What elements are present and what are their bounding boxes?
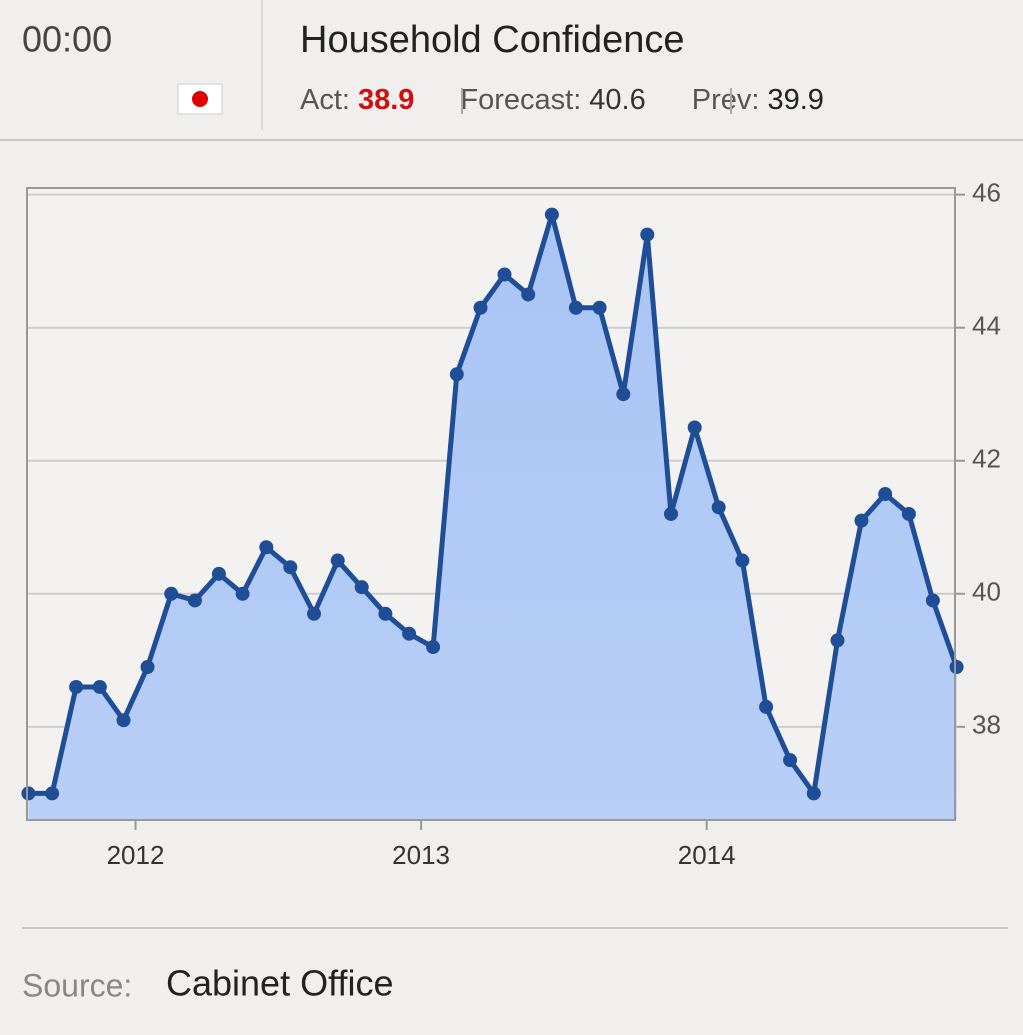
header-bg [0, 0, 1023, 140]
actual-label: Act: [300, 84, 350, 116]
y-tick-label: 44 [972, 311, 1001, 341]
title: Household Confidence [300, 19, 685, 61]
previous-label: Prev: [692, 84, 760, 116]
point [544, 207, 559, 222]
point [116, 713, 131, 728]
stats: Act: 38.9 Forecast: 40.6 Prev: 39.9 [300, 84, 824, 116]
x-tick-label: 2013 [392, 840, 450, 870]
point [663, 506, 678, 521]
point [568, 300, 583, 315]
point [307, 606, 322, 621]
point [735, 553, 750, 568]
actual: 38.9 [358, 84, 414, 116]
point [69, 679, 84, 694]
y-tick-label: 38 [972, 710, 1001, 740]
flag-dot [192, 91, 208, 107]
point [878, 487, 893, 502]
point [92, 679, 107, 694]
point [259, 540, 274, 555]
point [402, 626, 417, 641]
source: Cabinet Office [166, 963, 393, 1004]
point [21, 786, 36, 801]
point [140, 659, 155, 674]
point [521, 287, 536, 302]
point [759, 699, 774, 714]
y-tick-label: 46 [972, 178, 1001, 208]
point [592, 300, 607, 315]
point [497, 267, 512, 282]
point [378, 606, 393, 621]
plot-border [26, 187, 956, 821]
line [28, 212, 959, 796]
point [806, 786, 821, 801]
point [449, 367, 464, 382]
time: 00:00 [22, 19, 112, 60]
point [925, 593, 940, 608]
point [283, 560, 298, 575]
point [235, 586, 250, 601]
forecast: 40.6 [589, 84, 645, 116]
point [473, 300, 488, 315]
chart: 38 40 42 44 46 2012 2013 2014 [21, 178, 1001, 870]
x-tick-label: 2012 [107, 840, 165, 870]
y-tick-label: 42 [972, 444, 1001, 474]
point [687, 420, 702, 435]
point [330, 553, 345, 568]
forecast-label: Forecast: [460, 84, 581, 116]
point [783, 753, 798, 768]
point [45, 786, 60, 801]
source-label: Source: [22, 967, 132, 1003]
x-tick-label: 2014 [678, 840, 736, 870]
point [854, 513, 869, 528]
point [901, 506, 916, 521]
previous: 39.9 [767, 84, 823, 116]
point [164, 586, 179, 601]
point [830, 633, 845, 648]
area [28, 214, 957, 820]
point [187, 593, 202, 608]
point [711, 500, 726, 515]
point [354, 580, 369, 595]
point [640, 227, 655, 242]
point [426, 640, 441, 655]
point [949, 659, 964, 674]
point [616, 387, 631, 402]
y-tick-label: 40 [972, 577, 1001, 607]
point [211, 566, 226, 581]
